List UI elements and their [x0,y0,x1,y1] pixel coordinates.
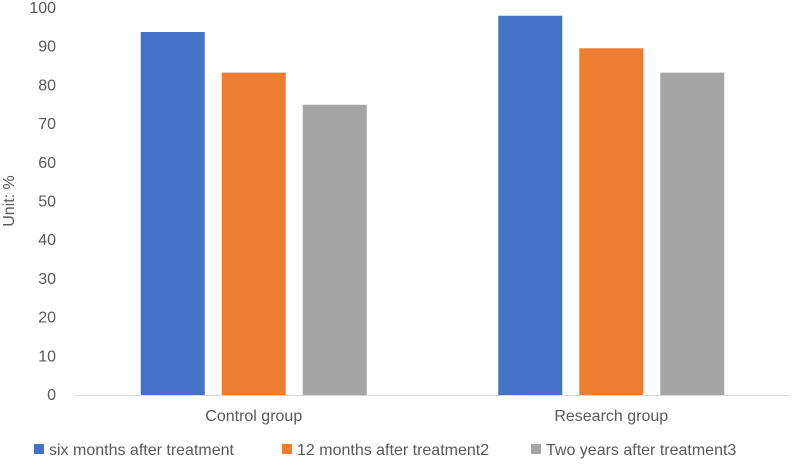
y-tick-label: 30 [38,271,56,288]
legend-label: 12 months after treatment2 [297,442,489,459]
y-tick-label: 70 [38,116,56,133]
bar-research-group-series-2 [579,48,644,396]
y-tick-label: 20 [38,310,56,327]
y-tick-label: 100 [29,0,56,17]
bar-control-group-series-3 [302,104,367,395]
y-axis-ticks: 0 10 20 30 40 50 60 70 80 90 100 [29,0,56,404]
y-axis-title-group: Unit: % [1,175,18,227]
y-tick-label: 80 [38,77,56,94]
y-axis-title: Unit: % [1,175,18,227]
y-tick-label: 10 [38,348,56,365]
bar-control-group-series-1 [140,31,205,396]
y-tick-label: 60 [38,155,56,172]
y-tick-label: 40 [38,232,56,249]
legend-swatch [34,444,44,454]
legend-swatch [531,444,541,454]
x-category-label: Research group [554,408,668,425]
legend: six months after treatment 12 months afte… [34,442,736,459]
legend-label: Two years after treatment3 [546,442,736,459]
x-category-label: Control group [205,408,302,425]
legend-label: six months after treatment [49,442,235,459]
legend-swatch [282,444,292,454]
y-tick-label: 50 [38,194,56,211]
bars [140,15,725,396]
y-tick-label: 90 [38,39,56,56]
bar-research-group-series-1 [498,15,563,396]
bar-control-group-series-2 [221,72,286,395]
category-labels: Control group Research group [205,408,668,425]
bar-research-group-series-3 [660,72,725,395]
y-tick-label: 0 [47,387,56,404]
